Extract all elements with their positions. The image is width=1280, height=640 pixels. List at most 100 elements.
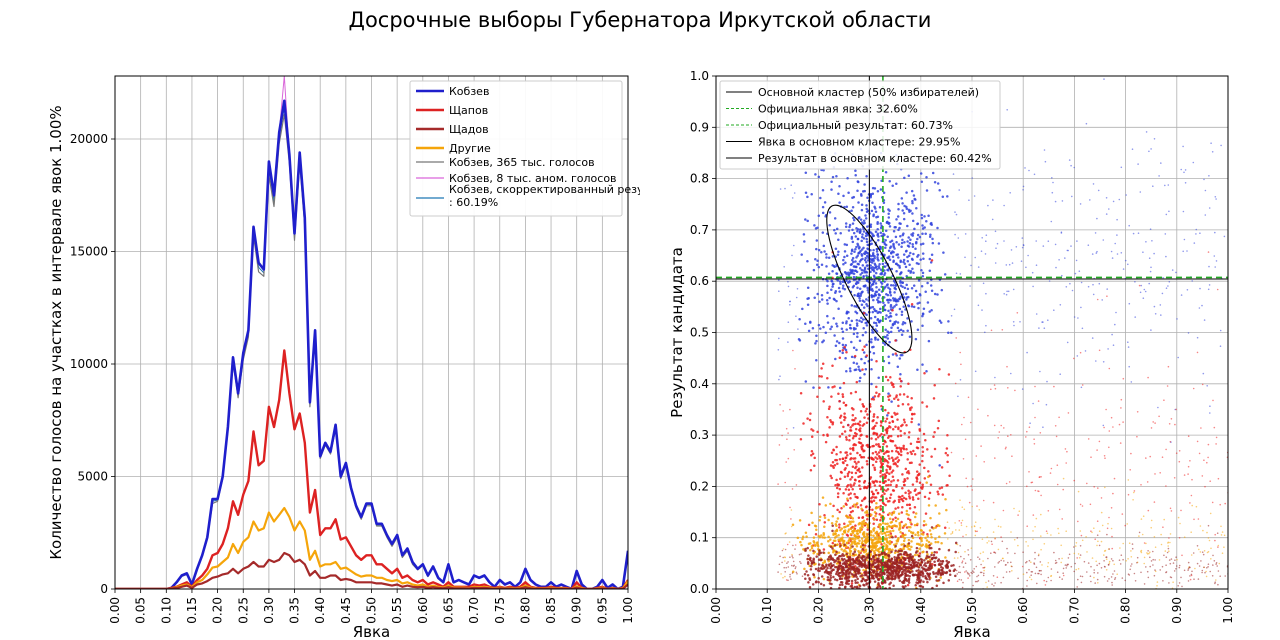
scatter-point xyxy=(897,243,901,246)
scatter-point xyxy=(865,298,868,301)
scatter-point xyxy=(880,432,883,436)
scatter-point xyxy=(1217,570,1220,572)
scatter-point xyxy=(859,192,863,196)
scatter-point xyxy=(854,581,857,584)
scatter-point xyxy=(1030,574,1032,576)
scatter-point xyxy=(1196,336,1199,339)
scatter-point xyxy=(1178,564,1181,567)
scatter-point xyxy=(879,546,882,549)
scatter-point xyxy=(816,395,819,398)
scatter-point xyxy=(1127,346,1130,348)
scatter-point xyxy=(1074,562,1076,565)
scatter-point xyxy=(785,579,788,581)
scatter-point xyxy=(1208,284,1211,286)
scatter-point xyxy=(822,325,825,329)
scatter-point xyxy=(1096,578,1099,581)
scatter-point xyxy=(1203,550,1206,552)
scatter-point xyxy=(860,474,863,477)
scatter-point xyxy=(917,534,920,537)
scatter-point xyxy=(909,556,912,559)
scatter-point xyxy=(1097,487,1099,489)
legend-label-line: : 60.19% xyxy=(449,196,498,209)
scatter-point xyxy=(1178,582,1181,584)
scatter-point xyxy=(787,457,790,460)
scatter-point xyxy=(902,305,905,309)
scatter-point xyxy=(860,507,863,510)
scatter-point xyxy=(974,534,977,537)
scatter-point xyxy=(1119,563,1122,565)
scatter-point xyxy=(921,271,925,275)
scatter-point xyxy=(910,452,913,456)
scatter-point xyxy=(1133,491,1135,494)
scatter-point xyxy=(1124,259,1127,262)
scatter-point xyxy=(879,586,882,589)
scatter-point xyxy=(789,408,791,411)
scatter-point xyxy=(872,298,875,302)
scatter-point xyxy=(810,546,814,550)
scatter-point xyxy=(855,462,858,465)
scatter-point xyxy=(846,176,849,180)
scatter-point xyxy=(1187,561,1190,564)
scatter-point xyxy=(1145,457,1147,459)
scatter-point xyxy=(844,404,848,407)
scatter-point xyxy=(804,380,808,383)
scatter-point xyxy=(872,345,875,349)
scatter-point xyxy=(873,551,876,555)
scatter-point xyxy=(878,573,882,577)
scatter-point xyxy=(948,527,950,529)
scatter-point xyxy=(1190,554,1193,556)
scatter-point xyxy=(1008,481,1011,483)
scatter-point xyxy=(957,557,959,559)
scatter-point xyxy=(830,288,833,292)
scatter-point xyxy=(838,435,842,438)
scatter-point xyxy=(790,525,793,528)
scatter-point xyxy=(884,503,887,507)
scatter-point xyxy=(998,560,1001,563)
scatter-point xyxy=(840,548,843,551)
scatter-point xyxy=(958,520,961,522)
scatter-point xyxy=(1154,570,1157,573)
scatter-point xyxy=(861,563,864,566)
scatter-point xyxy=(1103,550,1106,552)
scatter-point xyxy=(854,434,858,438)
scatter-point xyxy=(929,233,932,236)
scatter-point xyxy=(827,563,831,566)
scatter-point xyxy=(830,325,833,329)
scatter-point xyxy=(903,321,907,325)
scatter-point xyxy=(915,240,918,244)
scatter-point xyxy=(817,534,820,538)
scatter-point xyxy=(860,268,864,272)
scatter-point xyxy=(974,580,977,583)
scatter-point xyxy=(918,579,921,583)
scatter-point xyxy=(939,573,943,577)
scatter-point xyxy=(854,169,857,173)
scatter-point xyxy=(872,214,875,218)
scatter-point xyxy=(837,567,841,571)
scatter-point xyxy=(892,242,895,246)
scatter-point xyxy=(994,376,996,379)
scatter-point xyxy=(985,292,987,295)
scatter-point xyxy=(818,375,821,378)
scatter-point xyxy=(896,215,900,218)
scatter-point xyxy=(940,562,944,565)
scatter-point xyxy=(1076,240,1078,242)
scatter-point xyxy=(866,536,869,539)
scatter-point xyxy=(902,217,906,221)
scatter-point xyxy=(1089,199,1091,201)
scatter-point xyxy=(902,329,905,333)
scatter-point xyxy=(809,542,812,545)
scatter-point xyxy=(1087,562,1090,564)
scatter-point xyxy=(1174,423,1176,426)
scatter-point xyxy=(850,319,854,323)
scatter-point xyxy=(824,331,828,334)
scatter-point xyxy=(1011,570,1013,572)
scatter-point xyxy=(885,497,888,500)
scatter-point xyxy=(903,286,907,290)
scatter-point xyxy=(831,524,834,528)
scatter-point xyxy=(1119,442,1122,444)
scatter-point xyxy=(900,424,903,428)
scatter-point xyxy=(939,321,943,324)
scatter-point xyxy=(854,427,858,431)
scatter-point xyxy=(905,448,908,451)
scatter-point xyxy=(800,553,802,555)
